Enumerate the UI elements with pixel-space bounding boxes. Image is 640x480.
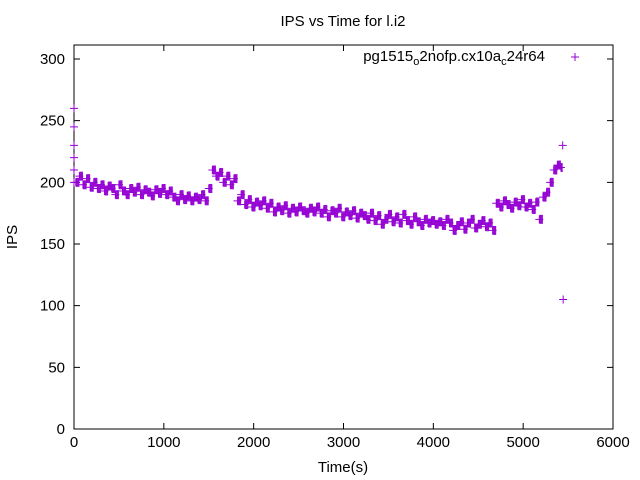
chart-title: IPS vs Time for l.i2 bbox=[280, 13, 405, 30]
plot-frame bbox=[73, 44, 614, 430]
y-tick-label: 100 bbox=[40, 298, 65, 315]
x-tick-label: 2000 bbox=[237, 434, 270, 451]
data-point bbox=[70, 104, 78, 113]
y-tick-label: 0 bbox=[57, 421, 65, 438]
data-point bbox=[70, 122, 78, 131]
y-tick-label: 50 bbox=[48, 359, 65, 376]
legend-marker bbox=[571, 53, 579, 61]
data-point bbox=[558, 141, 567, 150]
data-point bbox=[70, 153, 78, 162]
x-tick-label: 5000 bbox=[506, 434, 539, 451]
legend: pg1515o2nofp.cx10ac24r64 bbox=[363, 48, 579, 68]
y-tick-label: 200 bbox=[40, 174, 65, 191]
x-tick-label: 6000 bbox=[596, 434, 629, 451]
x-axis-label: Time(s) bbox=[318, 459, 368, 476]
x-tick-label: 0 bbox=[70, 434, 78, 451]
x-tick-label: 3000 bbox=[327, 434, 360, 451]
data-point bbox=[70, 166, 78, 174]
data-points bbox=[70, 104, 568, 304]
data-point bbox=[559, 295, 568, 304]
y-axis-label: IPS bbox=[4, 225, 21, 249]
legend-label: pg1515o2nofp.cx10ac24r64 bbox=[363, 48, 545, 68]
x-tick-label: 4000 bbox=[417, 434, 450, 451]
x-tick-label: 1000 bbox=[147, 434, 180, 451]
y-tick-label: 250 bbox=[40, 113, 65, 130]
data-point bbox=[70, 141, 78, 150]
axis-ticks: 0 1000 2000 3000 4000 5000 6000 0 50 100 150 200 250… bbox=[40, 45, 630, 451]
y-tick-label: 300 bbox=[40, 51, 65, 68]
y-tick-label: 150 bbox=[40, 236, 65, 253]
